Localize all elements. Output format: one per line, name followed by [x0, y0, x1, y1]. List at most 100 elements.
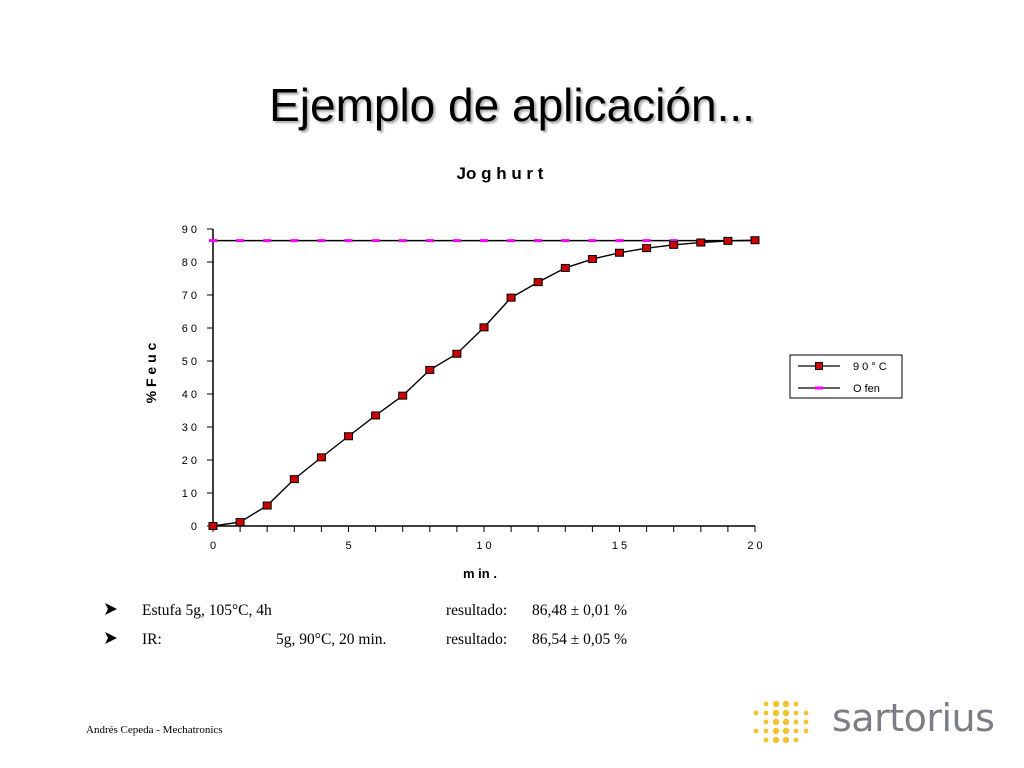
method-label: Estufa 5g, 105°C, 4h	[142, 602, 272, 619]
logo-dot	[782, 709, 790, 717]
series-ofen-point	[480, 239, 488, 243]
logo-dot	[782, 700, 790, 708]
legend: 9 0 ° C O fen	[789, 354, 903, 399]
logo-dot	[793, 701, 799, 707]
series-ofen-point	[425, 239, 434, 243]
result-value: 86,48 ± 0,01 %	[532, 602, 628, 619]
series-90c-point	[723, 236, 733, 245]
series-ofen-point	[290, 239, 299, 243]
series-90c-point	[560, 263, 570, 272]
series-90c-point	[398, 391, 408, 400]
series-ofen-point	[236, 239, 245, 243]
y-tick-label: 7 0	[182, 290, 197, 302]
arrow-bullet-icon	[104, 602, 118, 621]
logo-dot	[793, 728, 799, 734]
series-ofen-point	[615, 239, 624, 243]
series-90c-point	[425, 365, 435, 374]
y-tick-label: 8 0	[182, 257, 197, 269]
footer-author: Andrés Cepeda - Mechatronics	[86, 724, 223, 736]
logo-dot	[803, 728, 809, 734]
series-ofen-point	[642, 239, 651, 243]
series-ofen-point	[507, 239, 516, 243]
series-90c-point	[642, 244, 652, 253]
x-axis-label: m in .	[463, 566, 497, 581]
series-ofen-point	[263, 239, 272, 243]
series-90c-point	[587, 255, 597, 264]
legend-marker-ofen	[815, 386, 823, 390]
series-ofen-point	[344, 239, 353, 243]
series-90c-point	[371, 411, 381, 420]
logo-dot	[772, 727, 780, 735]
series-90c-point	[506, 293, 516, 302]
arrow-bullet-icon	[104, 631, 118, 650]
method-detail: 5g, 90°C, 20 min.	[276, 631, 387, 648]
x-tick-label: 2 0	[747, 540, 762, 552]
series-ofen-point	[209, 239, 217, 243]
series-ofen-point	[317, 239, 326, 243]
series-layer	[208, 236, 760, 530]
x-tick-label: 0	[210, 540, 216, 552]
chart-axes: 0 1 0 2 0 3 0 4 0 5 0 6 0 7 0 8 0 9 0 0 5 1 0 1 5 2 0	[182, 224, 763, 552]
chart-title: Jo g h u r t	[457, 164, 544, 183]
x-tick-label: 1 0	[476, 540, 491, 552]
series-90c-point	[262, 501, 272, 510]
series-ofen-point	[452, 239, 461, 243]
series-90c-point	[696, 238, 706, 247]
logo-dot	[753, 728, 759, 734]
result-label: resultado:	[446, 602, 508, 619]
y-axis-label: % F e u c	[143, 342, 159, 403]
logo-dot	[763, 701, 769, 707]
series-90c-point	[452, 349, 462, 358]
series-ofen-point	[398, 239, 407, 243]
y-tick-label: 1 0	[182, 488, 197, 500]
yoghurt-chart: Jo g h u r t % F e u c m in . 0 1 0 2 0 3 0…	[143, 164, 903, 581]
result-label: resultado:	[446, 631, 508, 648]
series-ofen-point	[534, 239, 543, 243]
logo-dot	[753, 710, 759, 716]
series-90c-point	[750, 236, 760, 245]
series-90c-point	[208, 522, 218, 530]
series-ofen-point	[371, 239, 380, 243]
series-90c-point	[479, 323, 489, 332]
legend-marker-90c	[815, 362, 823, 370]
series-90c-point	[533, 278, 543, 287]
logo-dot	[772, 736, 780, 744]
logo-dot	[793, 737, 799, 743]
y-tick-label: 5 0	[182, 356, 197, 368]
y-tick-label: 3 0	[182, 422, 197, 434]
logo-dot	[782, 727, 790, 735]
legend-box	[789, 354, 903, 399]
series-ofen-point	[669, 239, 678, 243]
legend-label-ofen: O fen	[853, 383, 880, 395]
sartorius-dots-logo-icon	[753, 700, 809, 744]
series-90c-point	[669, 240, 679, 249]
y-tick-label: 9 0	[182, 224, 197, 236]
slide-title: Ejemplo de aplicación...	[269, 79, 755, 131]
series-90c-point	[235, 518, 245, 527]
x-tick-label: 1 5	[612, 540, 627, 552]
series-ofen-point	[588, 239, 597, 243]
logo-dot	[793, 710, 799, 716]
y-tick-label: 0	[191, 521, 197, 533]
logo-dot	[763, 728, 769, 734]
series-90c-point	[316, 453, 326, 462]
logo-wordmark: sartorius	[832, 696, 995, 740]
logo-dot	[782, 736, 790, 744]
logo-dot	[772, 718, 780, 726]
y-tick-label: 2 0	[182, 455, 197, 467]
y-tick-label: 4 0	[182, 389, 197, 401]
logo-dot	[803, 710, 809, 716]
series-90c-point	[344, 432, 353, 441]
method-label: IR:	[142, 631, 162, 648]
result-value: 86,54 ± 0,05 %	[532, 631, 628, 648]
series-90c-point	[289, 475, 299, 484]
y-tick-label: 6 0	[182, 323, 197, 335]
logo-dot	[793, 719, 799, 725]
logo-dot	[763, 710, 769, 716]
logo-dot	[763, 719, 769, 725]
series-90c-point	[615, 248, 624, 257]
logo-dot	[803, 719, 809, 725]
logo-dot	[782, 718, 790, 726]
logo-dot	[772, 709, 780, 717]
legend-label-90c: 9 0 ° C	[853, 361, 887, 373]
